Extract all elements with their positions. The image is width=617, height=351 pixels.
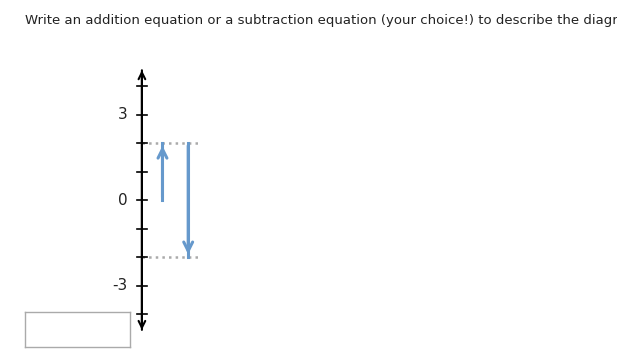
Text: -3: -3 [112, 278, 128, 293]
Text: Write an addition equation or a subtraction equation (your choice!) to describe : Write an addition equation or a subtract… [25, 14, 617, 27]
Text: 0: 0 [118, 193, 128, 207]
Text: 3: 3 [118, 107, 128, 122]
